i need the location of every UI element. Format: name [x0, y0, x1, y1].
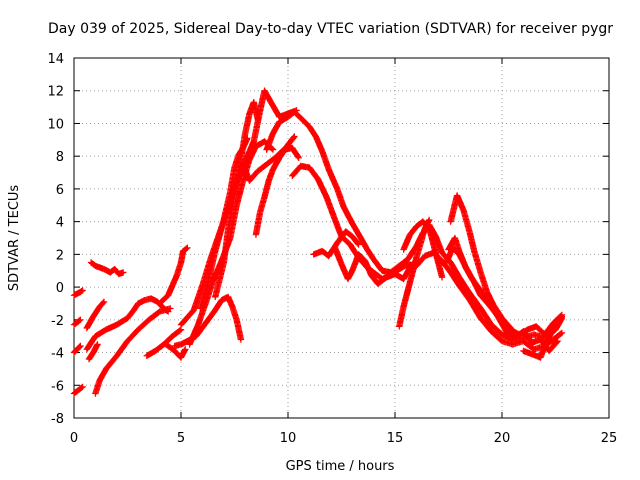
y-tick-label: 4: [56, 216, 64, 231]
data-point-markers: [85, 341, 101, 363]
series-pass-25: [400, 218, 446, 281]
y-tick-label: 6: [56, 183, 64, 198]
data-point-markers: [92, 305, 174, 397]
data-point-markers: [212, 99, 262, 301]
data-point-markers: [252, 133, 298, 238]
y-tick-label: 0: [56, 281, 64, 296]
x-tick-label: 25: [601, 431, 618, 446]
series-pass-08: [92, 305, 174, 397]
data-point-markers: [162, 341, 189, 361]
y-tick-label: 8: [56, 150, 64, 165]
x-axis-label: GPS time / hours: [286, 459, 395, 474]
chart-title: Day 039 of 2025, Sidereal Day-to-day VTE…: [48, 21, 613, 37]
series-pass-11: [156, 244, 191, 307]
data-markers: [70, 87, 566, 397]
series-pass-24: [396, 216, 433, 330]
x-tick-label: 15: [387, 431, 404, 446]
data-point-markers: [520, 313, 566, 361]
x-tick-label: 20: [494, 431, 511, 446]
data-point-markers: [289, 162, 566, 353]
x-tick-label: 5: [177, 431, 185, 446]
series-pass-05: [83, 298, 108, 332]
series-pass-06: [87, 259, 127, 278]
data-point-markers: [83, 298, 108, 332]
series-pass-28: [447, 192, 514, 332]
x-tick-label: 10: [280, 431, 297, 446]
series-pass-19: [252, 133, 298, 238]
y-tick-label: 14: [47, 52, 64, 67]
y-tick-label: -6: [51, 379, 64, 394]
y-tick-label: 10: [47, 117, 64, 132]
series-pass-03: [70, 342, 84, 356]
series-pass-17: [212, 99, 262, 301]
series-pass-23: [331, 244, 420, 287]
y-tick-label: 12: [47, 85, 64, 100]
plot-frame: [73, 57, 610, 419]
y-tick-label: -4: [51, 347, 64, 362]
data-point-markers: [447, 192, 514, 332]
series-pass-21: [289, 162, 566, 353]
data-point-markers: [400, 218, 446, 281]
data-point-markers: [70, 287, 86, 299]
x-tick-label: 0: [70, 431, 78, 446]
data-point-markers: [70, 342, 84, 356]
y-axis-label: SDTVAR / TECUs: [7, 185, 22, 292]
series-pass-04: [70, 383, 86, 397]
y-tick-label: -2: [51, 314, 64, 329]
series-pass-02: [70, 316, 84, 328]
axis-ticks: 0 5 10 15 20 25 -8 -6 -4 -2 0 2 4 6 8 10 12 14: [47, 52, 617, 446]
data-point-markers: [87, 259, 127, 278]
data-point-markers: [156, 244, 191, 307]
data-point-markers: [70, 316, 84, 328]
y-tick-label: -8: [51, 412, 64, 427]
series-pass-01: [70, 287, 86, 299]
data-point-markers: [396, 216, 433, 330]
series-pass-29: [520, 313, 566, 361]
series-pass-13: [162, 341, 189, 361]
data-point-markers: [70, 383, 86, 397]
series-pass-09: [85, 341, 101, 363]
y-tick-label: 2: [56, 248, 64, 263]
data-point-markers: [331, 244, 420, 287]
